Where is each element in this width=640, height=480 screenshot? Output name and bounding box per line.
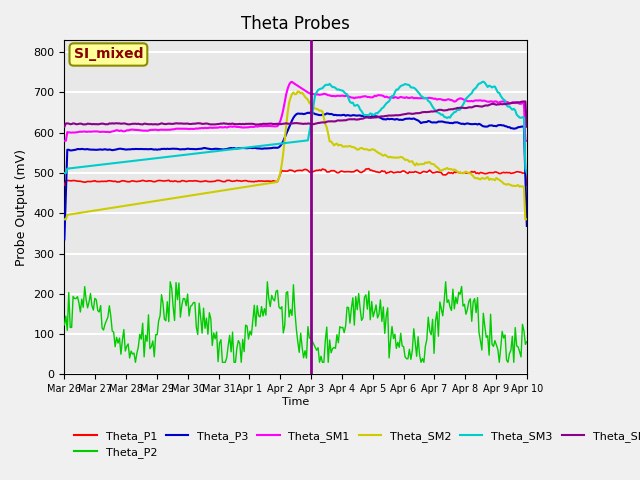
- Line: Theta_SM2: Theta_SM2: [65, 92, 527, 219]
- Theta_SM2: [301, 94, 309, 100]
- Theta_SM3: [387, 96, 394, 101]
- Theta_SM1: [301, 88, 309, 94]
- Y-axis label: Probe Output (mV): Probe Output (mV): [15, 149, 28, 266]
- Title: Theta Probes: Theta Probes: [241, 15, 350, 33]
- Theta_P2: [166, 279, 174, 285]
- Theta_P2: [61, 322, 68, 328]
- Theta_SM3: [61, 170, 68, 176]
- Theta_SM1: [523, 138, 531, 144]
- Theta_P2: [444, 300, 451, 305]
- Theta_P1: [127, 178, 135, 184]
- Theta_P3: [468, 121, 476, 127]
- Theta_P1: [394, 169, 402, 175]
- Theta_SM4: [467, 105, 474, 110]
- Theta_P3: [388, 116, 396, 122]
- Theta_SM3: [392, 87, 400, 93]
- Theta_P3: [307, 109, 315, 115]
- Theta_P3: [442, 120, 449, 125]
- Theta_P2: [303, 355, 310, 361]
- Theta_SM1: [468, 98, 476, 104]
- Theta_P2: [132, 360, 140, 365]
- Theta_SM1: [442, 97, 449, 103]
- Theta_P1: [61, 182, 68, 188]
- Theta_SM4: [300, 121, 307, 127]
- Theta_P2: [469, 299, 477, 305]
- Line: Theta_SM4: Theta_SM4: [65, 101, 527, 127]
- Theta_SM4: [440, 108, 448, 113]
- Line: Theta_SM3: Theta_SM3: [65, 82, 527, 173]
- Theta_SM4: [392, 112, 400, 118]
- Line: Theta_SM1: Theta_SM1: [65, 82, 527, 141]
- Theta_SM2: [61, 216, 68, 222]
- Text: SI_mixed: SI_mixed: [74, 48, 143, 61]
- Theta_P2: [127, 348, 135, 354]
- Theta_SM2: [394, 155, 402, 160]
- Theta_SM3: [440, 114, 448, 120]
- Theta_SM3: [127, 158, 135, 164]
- Theta_P3: [61, 237, 68, 242]
- Theta_P2: [523, 339, 531, 345]
- Theta_SM4: [61, 124, 68, 130]
- Theta_SM2: [388, 155, 396, 160]
- Theta_SM1: [288, 79, 296, 85]
- Line: Theta_P2: Theta_P2: [65, 282, 527, 362]
- Theta_P3: [127, 146, 135, 152]
- Theta_P1: [388, 169, 396, 175]
- Theta_P2: [390, 336, 397, 341]
- Theta_P3: [394, 117, 402, 122]
- Theta_P2: [396, 345, 403, 350]
- Line: Theta_P3: Theta_P3: [65, 112, 527, 240]
- Theta_SM4: [387, 113, 394, 119]
- Theta_P1: [365, 166, 372, 171]
- Legend: Theta_P1, Theta_P2, Theta_P3, Theta_SM1, Theta_SM2, Theta_SM3, Theta_SM4: Theta_P1, Theta_P2, Theta_P3, Theta_SM1,…: [70, 426, 640, 462]
- Theta_SM2: [523, 216, 531, 222]
- Theta_P1: [523, 182, 531, 188]
- Theta_SM3: [523, 170, 531, 176]
- Theta_P1: [468, 168, 476, 174]
- Theta_SM2: [442, 166, 449, 172]
- Theta_SM1: [388, 95, 396, 100]
- Theta_P1: [300, 167, 307, 173]
- Theta_SM1: [127, 127, 135, 132]
- Theta_P3: [300, 111, 307, 117]
- Theta_SM2: [127, 202, 135, 208]
- Theta_SM3: [479, 79, 487, 84]
- Theta_SM2: [294, 89, 301, 95]
- Theta_SM1: [394, 95, 402, 101]
- Theta_SM2: [468, 172, 476, 178]
- Theta_SM3: [300, 138, 307, 144]
- Theta_SM4: [127, 121, 135, 127]
- Theta_P1: [442, 172, 449, 178]
- Theta_P3: [523, 223, 531, 229]
- Theta_SM3: [467, 92, 474, 97]
- Theta_SM1: [61, 138, 68, 144]
- Theta_SM4: [522, 98, 529, 104]
- Line: Theta_P1: Theta_P1: [65, 168, 527, 185]
- Theta_SM4: [523, 124, 531, 130]
- X-axis label: Time: Time: [282, 397, 309, 407]
